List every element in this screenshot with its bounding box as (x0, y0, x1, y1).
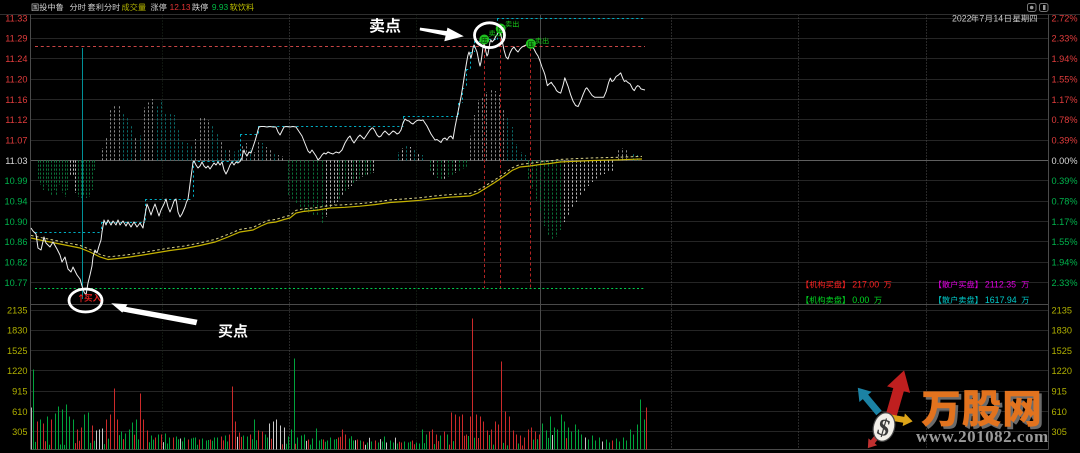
svg-text:2135: 2135 (1052, 305, 1072, 315)
svg-text:11.24: 11.24 (5, 54, 27, 64)
svg-text:915: 915 (1052, 387, 1067, 397)
svg-text:11.29: 11.29 (5, 34, 27, 44)
svg-text:0.39%: 0.39% (1052, 176, 1078, 186)
svg-text:0.78%: 0.78% (1052, 197, 1078, 207)
svg-text:11.03: 11.03 (5, 156, 27, 166)
svg-text:1.94%: 1.94% (1052, 258, 1078, 268)
svg-text:1830: 1830 (7, 326, 27, 336)
svg-text:10.77: 10.77 (5, 278, 28, 288)
svg-text:10.90: 10.90 (5, 217, 28, 227)
svg-text:1.55%: 1.55% (1052, 237, 1078, 247)
svg-text:1525: 1525 (7, 346, 27, 356)
svg-text:10.94: 10.94 (5, 197, 28, 207)
svg-text:2.33%: 2.33% (1052, 278, 1078, 288)
svg-text:1220: 1220 (1052, 366, 1072, 376)
svg-text:11.12: 11.12 (5, 115, 27, 125)
svg-text:1525: 1525 (1052, 346, 1072, 356)
svg-text:11.33: 11.33 (5, 13, 27, 23)
svg-text:10.86: 10.86 (5, 237, 28, 247)
svg-text:217.00: 217.00 (852, 280, 879, 290)
svg-text:11.16: 11.16 (5, 95, 27, 105)
svg-text:305: 305 (1052, 427, 1067, 437)
svg-text:1220: 1220 (7, 366, 27, 376)
svg-text:9.93: 9.93 (212, 2, 229, 12)
svg-text:12.13: 12.13 (170, 2, 191, 12)
svg-text:1.17%: 1.17% (1052, 95, 1078, 105)
svg-text:www.201082.com: www.201082.com (916, 427, 1049, 446)
svg-text:2112.35: 2112.35 (985, 280, 1016, 290)
svg-text:11.07: 11.07 (5, 135, 27, 145)
svg-text:610: 610 (1052, 407, 1067, 417)
svg-text:915: 915 (12, 387, 27, 397)
svg-text:2.72%: 2.72% (1052, 13, 1078, 23)
svg-text:610: 610 (12, 407, 27, 417)
svg-text:0.39%: 0.39% (1052, 135, 1078, 145)
svg-text:7: 7 (979, 14, 984, 24)
svg-text:0.00%: 0.00% (1052, 156, 1078, 166)
svg-text:0.00: 0.00 (852, 295, 869, 305)
svg-text:10.82: 10.82 (5, 258, 28, 268)
svg-text:305: 305 (12, 427, 27, 437)
svg-text:2135: 2135 (7, 305, 27, 315)
svg-text:11.20: 11.20 (5, 74, 27, 84)
svg-text:1.94%: 1.94% (1052, 54, 1078, 64)
svg-text:10.99: 10.99 (5, 176, 28, 186)
svg-text:1.17%: 1.17% (1052, 217, 1078, 227)
svg-text:1830: 1830 (1052, 326, 1072, 336)
svg-text:2022: 2022 (952, 14, 972, 24)
svg-text:14: 14 (993, 14, 1003, 24)
svg-text:1617.94: 1617.94 (985, 295, 1017, 305)
svg-text:1.55%: 1.55% (1052, 74, 1078, 84)
svg-text:2.33%: 2.33% (1052, 34, 1078, 44)
svg-text:0.78%: 0.78% (1052, 115, 1078, 125)
